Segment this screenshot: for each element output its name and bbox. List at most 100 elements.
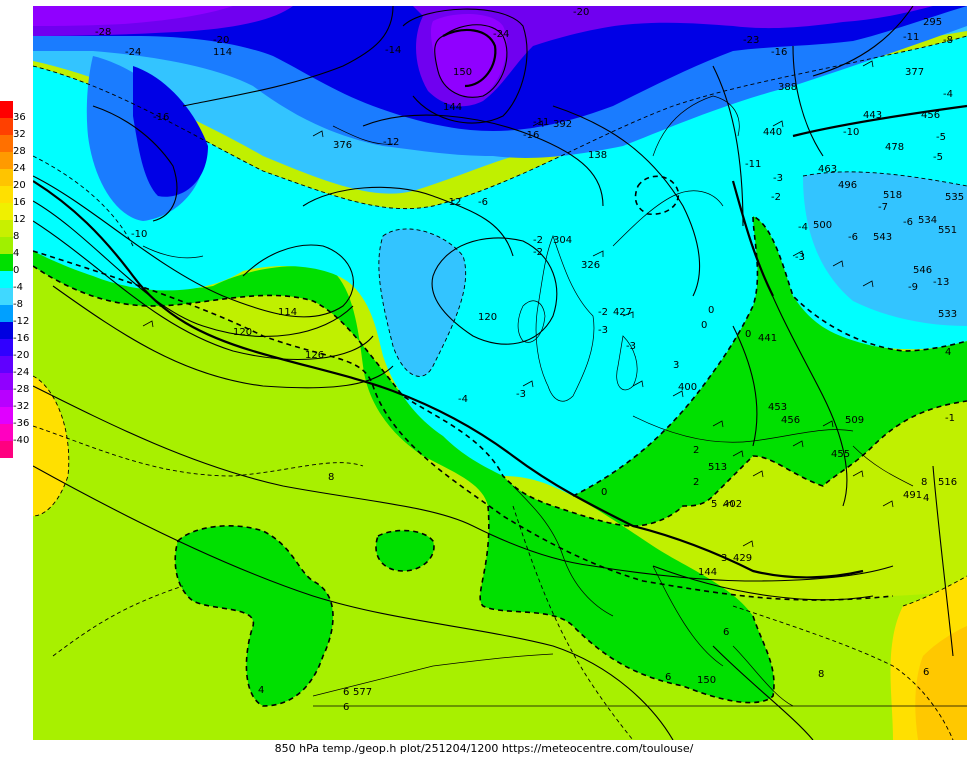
coastlines bbox=[142, 95, 967, 707]
temperature-label: -10 bbox=[843, 127, 859, 138]
temperature-label: -16 bbox=[771, 47, 787, 58]
legend-swatch bbox=[0, 152, 13, 169]
temperature-label: -13 bbox=[933, 277, 949, 288]
temperature-label: -5 bbox=[933, 152, 943, 163]
geopotential-label: 326 bbox=[581, 260, 600, 271]
legend-swatch bbox=[0, 373, 13, 390]
temperature-label: 0 bbox=[701, 320, 707, 331]
legend-swatch bbox=[0, 135, 13, 152]
geopotential-label: 402 bbox=[723, 499, 742, 510]
geopotential-label: 150 bbox=[453, 67, 472, 78]
geopotential-contours bbox=[33, 6, 954, 740]
geopotential-label: 441 bbox=[758, 333, 777, 344]
bold-contours bbox=[33, 29, 967, 579]
geopotential-label: 388 bbox=[778, 82, 797, 93]
geopotential-label: 500 bbox=[813, 220, 832, 231]
legend-tick-label: -12 bbox=[13, 316, 30, 327]
geopotential-label: 114 bbox=[278, 307, 297, 318]
geopotential-label: 534 bbox=[918, 215, 937, 226]
legend-swatch bbox=[0, 254, 13, 271]
temperature-label: -8 bbox=[943, 35, 953, 46]
legend-tick-label: -36 bbox=[13, 418, 30, 429]
geopotential-label: 120 bbox=[478, 312, 497, 323]
temperature-label: -20 bbox=[573, 7, 589, 18]
legend-tick-label: -16 bbox=[13, 333, 30, 344]
temperature-label: -24 bbox=[125, 47, 141, 58]
geopotential-label: 518 bbox=[883, 190, 902, 201]
temperature-label: -16 bbox=[153, 112, 169, 123]
legend-tick-label: -32 bbox=[13, 401, 30, 412]
temperature-label: 4 bbox=[923, 493, 929, 504]
legend-swatch bbox=[0, 220, 13, 237]
legend-tick-label: 4 bbox=[13, 248, 20, 259]
geopotential-label: 376 bbox=[333, 140, 352, 151]
geopotential-label: 440 bbox=[763, 127, 782, 138]
temperature-label: -14 bbox=[385, 45, 401, 56]
temperature-legend: 36 32 28 24 20 16 12 8 4 0 -4 -8 -12 -16 -20 -24 -28 -32 -… bbox=[0, 101, 29, 458]
legend-tick-label: 12 bbox=[13, 214, 26, 225]
geopotential-label: 150 bbox=[697, 675, 716, 686]
temperature-label: -4 bbox=[943, 89, 953, 100]
temp-band-16-20 bbox=[915, 626, 967, 740]
temperature-label: -1 bbox=[945, 413, 955, 424]
temperature-label: -11 bbox=[903, 32, 919, 43]
temperature-label: -2 bbox=[598, 307, 608, 318]
legend-tick-label: 0 bbox=[13, 265, 20, 276]
legend-swatch bbox=[0, 441, 13, 458]
temperature-label: -2 bbox=[771, 192, 781, 203]
legend-swatch bbox=[0, 101, 13, 118]
temperature-label: 4 bbox=[945, 347, 951, 358]
geopotential-label: 114 bbox=[213, 47, 232, 58]
wind-barbs bbox=[142, 60, 894, 548]
temperature-label: 2 bbox=[693, 445, 699, 456]
geopotential-label: 304 bbox=[553, 235, 572, 246]
geopotential-label: 453 bbox=[768, 402, 787, 413]
legend-tick-label: 24 bbox=[13, 163, 26, 174]
temperature-label: 5 bbox=[711, 499, 717, 510]
temperature-label: -3 bbox=[598, 325, 608, 336]
geopotential-label: 513 bbox=[708, 462, 727, 473]
temperature-label: 6 bbox=[343, 702, 349, 713]
geopotential-label: 496 bbox=[838, 180, 857, 191]
temperature-label: -16 bbox=[523, 130, 539, 141]
geopotential-label: 295 bbox=[923, 17, 942, 28]
legend-swatch bbox=[0, 118, 13, 135]
temperature-label: 6 bbox=[923, 667, 929, 678]
legend-tick-label: 28 bbox=[13, 146, 26, 157]
temp-band-m4-0 bbox=[33, 36, 967, 496]
legend-swatch bbox=[0, 407, 13, 424]
temperature-contours bbox=[33, 175, 967, 707]
temperature-label: 6 bbox=[343, 687, 349, 698]
temperature-label: 0 bbox=[708, 305, 714, 316]
geopotential-label: 144 bbox=[443, 102, 462, 113]
temperature-label: 6 bbox=[665, 672, 671, 683]
temperature-label: -6 bbox=[478, 197, 488, 208]
temperature-label: 4 bbox=[258, 685, 264, 696]
temperature-label: -28 bbox=[95, 27, 111, 38]
temperature-label: -23 bbox=[743, 35, 759, 46]
temperature-label: -6 bbox=[848, 232, 858, 243]
warm-blob-mid bbox=[375, 530, 434, 571]
geopotential-label: 120 bbox=[233, 327, 252, 338]
weather-map: 1141501441201141201261383043263763924434… bbox=[33, 6, 967, 740]
legend-swatch bbox=[0, 203, 13, 220]
legend-tick-label: 20 bbox=[13, 180, 26, 191]
temperature-label: 0 bbox=[601, 487, 607, 498]
temperature-label: 3 bbox=[673, 360, 679, 371]
legend-tick-label: 16 bbox=[13, 197, 26, 208]
legend-tick-label: -4 bbox=[13, 282, 23, 293]
temperature-label: -20 bbox=[213, 35, 229, 46]
map-caption: 850 hPa temp./geop.h plot/251204/1200 ht… bbox=[274, 742, 694, 755]
temperature-label: -4 bbox=[458, 394, 468, 405]
temperature-label: 0 bbox=[745, 329, 751, 340]
temperature-label: -2 bbox=[533, 235, 543, 246]
temperature-label: 8 bbox=[921, 477, 927, 488]
temp-band-m8-m4-east bbox=[803, 171, 967, 326]
geopotential-label: 577 bbox=[353, 687, 372, 698]
temperature-label: -24 bbox=[493, 29, 509, 40]
legend-swatch bbox=[0, 322, 13, 339]
temperature-label: 3 bbox=[721, 553, 727, 564]
legend-swatch bbox=[0, 390, 13, 407]
geopotential-label: 463 bbox=[818, 164, 837, 175]
geopotential-label: 429 bbox=[733, 553, 752, 564]
